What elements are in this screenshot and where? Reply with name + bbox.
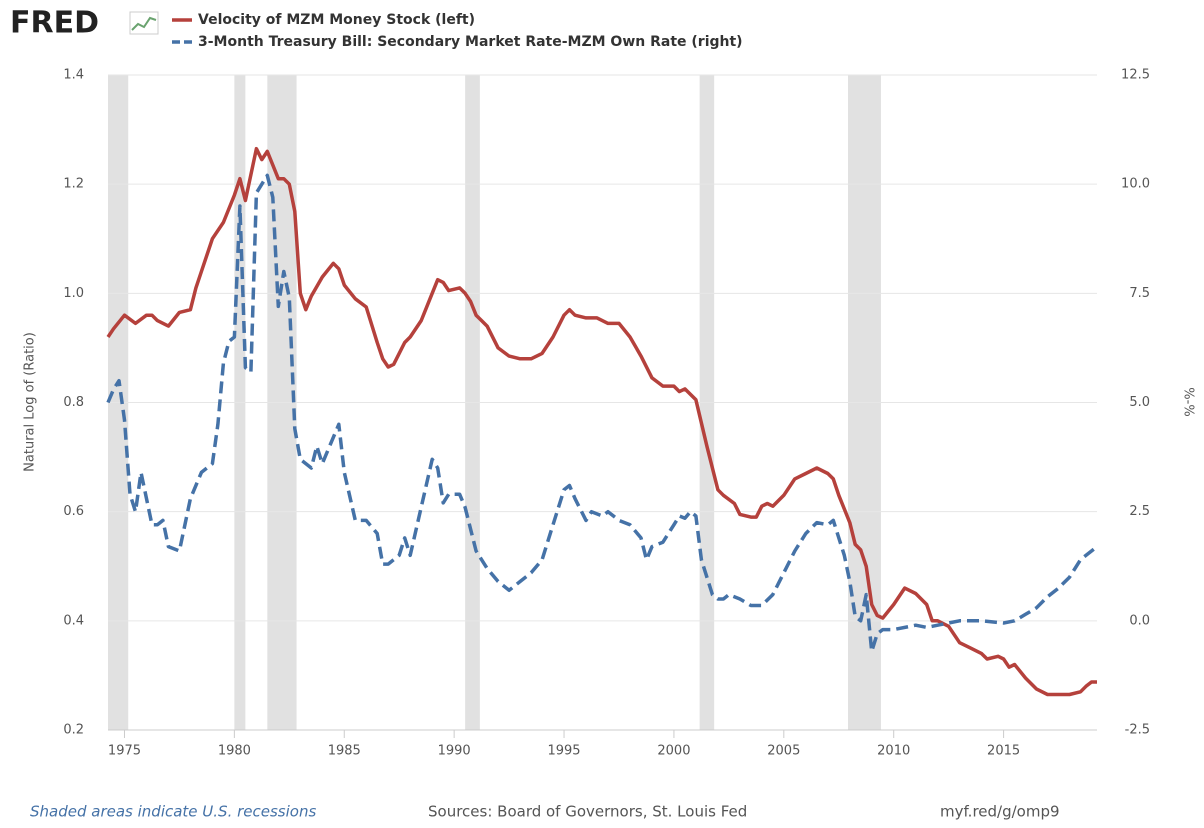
footer-link: myf.red/g/omp9: [940, 803, 1060, 821]
y2-axis-label: %-%: [1181, 387, 1196, 416]
y-tick-label: 0.6: [63, 504, 84, 519]
footer-note: Shaded areas indicate U.S. recessions: [30, 803, 316, 821]
x-tick-label: 2005: [767, 744, 800, 759]
logo: FRED: [10, 6, 99, 41]
y-tick-label: 0.4: [63, 613, 84, 628]
y2-tick-label: -2.5: [1125, 723, 1150, 738]
x-tick-label: 1980: [218, 744, 251, 759]
y-tick-label: 0.2: [63, 723, 84, 738]
x-tick-label: 2015: [987, 744, 1020, 759]
footer-sources: Sources: Board of Governors, St. Louis F…: [428, 803, 747, 821]
y-axis-label: Natural Log of (Ratio): [23, 332, 38, 472]
y2-tick-label: 5.0: [1129, 395, 1150, 410]
legend-label: Velocity of MZM Money Stock (left): [198, 12, 475, 28]
y2-tick-label: 2.5: [1129, 504, 1150, 519]
x-tick-label: 2010: [877, 744, 910, 759]
y2-tick-label: 10.0: [1121, 177, 1150, 192]
y-tick-label: 0.8: [63, 395, 84, 410]
series-line: [106, 146, 1097, 697]
x-tick-label: 1985: [328, 744, 361, 759]
y-tick-label: 1.0: [63, 286, 84, 301]
y-tick-label: 1.4: [63, 68, 84, 83]
y-tick-label: 1.2: [63, 177, 84, 192]
series-line: [106, 173, 1099, 654]
x-tick-label: 1990: [438, 744, 471, 759]
x-tick-label: 2000: [657, 744, 690, 759]
x-tick-label: 1995: [547, 744, 580, 759]
y2-tick-label: 7.5: [1129, 286, 1150, 301]
x-tick-label: 1975: [108, 744, 141, 759]
legend-label: 3-Month Treasury Bill: Secondary Market …: [198, 34, 743, 50]
y2-tick-label: 12.5: [1121, 68, 1150, 83]
logo-icon: [129, 11, 159, 35]
y2-tick-label: 0.0: [1129, 613, 1150, 628]
